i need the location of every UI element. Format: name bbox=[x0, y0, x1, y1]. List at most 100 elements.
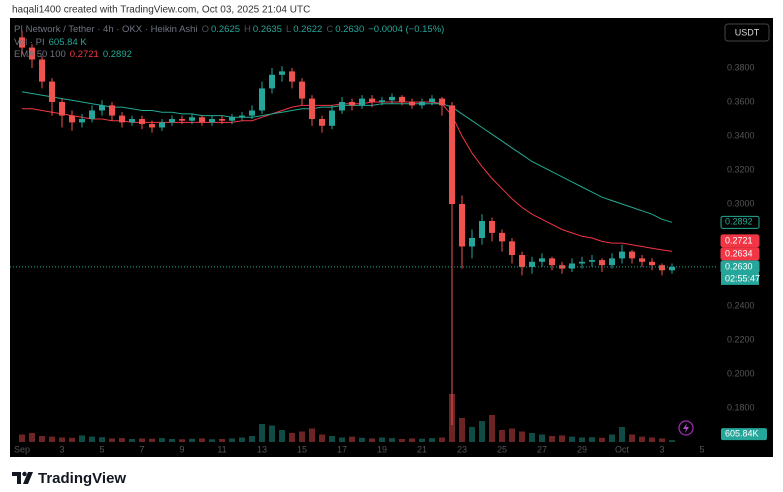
volume-bar bbox=[299, 431, 305, 442]
candle-body bbox=[409, 101, 415, 106]
ohlc-value: 0.2630 bbox=[335, 24, 365, 35]
ohlc-value: 0.2622 bbox=[293, 24, 323, 35]
countdown: 02:55:47 bbox=[725, 273, 760, 283]
volume-bar bbox=[279, 430, 285, 442]
volume-bar bbox=[99, 437, 105, 442]
x-tick-label: 21 bbox=[417, 444, 427, 454]
legend-row: PI Network / Tether · 4h · OKX · Heikin … bbox=[14, 24, 448, 37]
volume-bar bbox=[579, 437, 585, 442]
price-tag-label: 0.2630 bbox=[725, 261, 753, 271]
volume-bar bbox=[569, 436, 575, 442]
volume-bar bbox=[149, 438, 155, 442]
plot bbox=[19, 30, 675, 442]
volume-bar bbox=[109, 438, 115, 442]
volume-bar bbox=[389, 438, 395, 442]
volume-bar bbox=[309, 428, 315, 442]
x-tick-label: 19 bbox=[377, 444, 387, 454]
volume-bar bbox=[69, 437, 75, 442]
volume-bar bbox=[549, 436, 555, 442]
candle-body bbox=[379, 100, 385, 102]
volume-bar bbox=[349, 436, 355, 442]
ema-label: EMA 50 100 bbox=[14, 49, 66, 60]
candle-body bbox=[579, 261, 585, 264]
volume-bar bbox=[529, 433, 535, 442]
volume-bar bbox=[139, 438, 145, 442]
candle-body bbox=[479, 220, 485, 238]
legend: PI Network / Tether · 4h · OKX · Heikin … bbox=[14, 24, 448, 62]
volume-label: Vol · PI bbox=[14, 36, 45, 48]
price-tag-label: 0.2634 bbox=[725, 248, 753, 258]
candle-body bbox=[639, 258, 645, 262]
candle-body bbox=[19, 37, 25, 48]
volume-bar bbox=[169, 439, 175, 442]
volume-bar bbox=[499, 430, 505, 442]
candle-body bbox=[329, 110, 335, 126]
candle-body bbox=[419, 101, 425, 106]
x-tick-label: 27 bbox=[537, 444, 547, 454]
ohlc-letter: L bbox=[285, 24, 292, 35]
price-tag-label: 0.2721 bbox=[725, 235, 753, 245]
volume-bar bbox=[79, 435, 85, 442]
x-tick-label: 7 bbox=[139, 444, 144, 454]
ohlc-letter: H bbox=[244, 24, 251, 35]
candle-body bbox=[649, 261, 655, 266]
candle-body bbox=[369, 98, 375, 102]
x-tick-label: 5 bbox=[99, 444, 104, 454]
x-tick-label: 25 bbox=[497, 444, 507, 454]
price-tag bbox=[720, 215, 760, 229]
candle-body bbox=[199, 117, 205, 123]
logo bbox=[12, 471, 33, 484]
currency[interactable]: USDT bbox=[735, 27, 760, 37]
brand: TradingView bbox=[38, 470, 126, 487]
x-tick-label: 3 bbox=[659, 444, 664, 454]
candle-body bbox=[299, 81, 305, 99]
candle-body bbox=[629, 251, 635, 259]
currency-button[interactable] bbox=[724, 23, 770, 42]
alert-icon[interactable] bbox=[678, 420, 694, 436]
candle-body bbox=[309, 98, 315, 119]
candle-body bbox=[279, 71, 285, 75]
ohlc-letter: C bbox=[326, 24, 334, 35]
candle-body bbox=[549, 258, 555, 266]
candle-body bbox=[259, 88, 265, 111]
candle-body bbox=[669, 266, 675, 271]
candle-body bbox=[69, 115, 75, 123]
candle-body bbox=[489, 220, 495, 233]
x-tick-label: Oct bbox=[615, 444, 630, 454]
chart-background bbox=[10, 18, 773, 457]
candle-body bbox=[59, 101, 65, 116]
volume-bar bbox=[409, 438, 415, 442]
volume-bar bbox=[59, 437, 65, 442]
candle-body bbox=[89, 110, 95, 119]
price-tag bbox=[720, 247, 760, 261]
candle-body bbox=[459, 203, 465, 247]
candle-body bbox=[139, 118, 145, 125]
candle-body bbox=[49, 81, 55, 102]
x-tick-label: 5 bbox=[699, 444, 704, 454]
volume-bar bbox=[119, 438, 125, 442]
candle-body bbox=[109, 105, 115, 116]
volume-bar bbox=[229, 438, 235, 442]
candle-body bbox=[499, 232, 505, 242]
y-tick-label: 0.1800 bbox=[727, 402, 755, 412]
candle-body bbox=[469, 237, 475, 247]
candle-body bbox=[189, 117, 195, 121]
x-tick-label: 3 bbox=[59, 444, 64, 454]
y-tick-label: 0.2400 bbox=[727, 300, 755, 310]
volume-bar bbox=[509, 428, 515, 442]
candle-body bbox=[159, 122, 165, 128]
y-tick-label: 0.2000 bbox=[727, 368, 755, 378]
volume-bar bbox=[649, 437, 655, 442]
x-tick-label: 17 bbox=[337, 444, 347, 454]
candle-body bbox=[119, 115, 125, 123]
candle-body bbox=[519, 254, 525, 267]
volume-bar bbox=[219, 439, 225, 442]
ohlc-value: 0.2625 bbox=[210, 24, 241, 35]
candle-body bbox=[349, 101, 355, 106]
ema-value: 0.2892 bbox=[102, 49, 132, 60]
volume-bar bbox=[329, 436, 335, 442]
volume-bar bbox=[359, 437, 365, 442]
countdown-box bbox=[721, 272, 759, 285]
volume-bar bbox=[259, 424, 265, 442]
